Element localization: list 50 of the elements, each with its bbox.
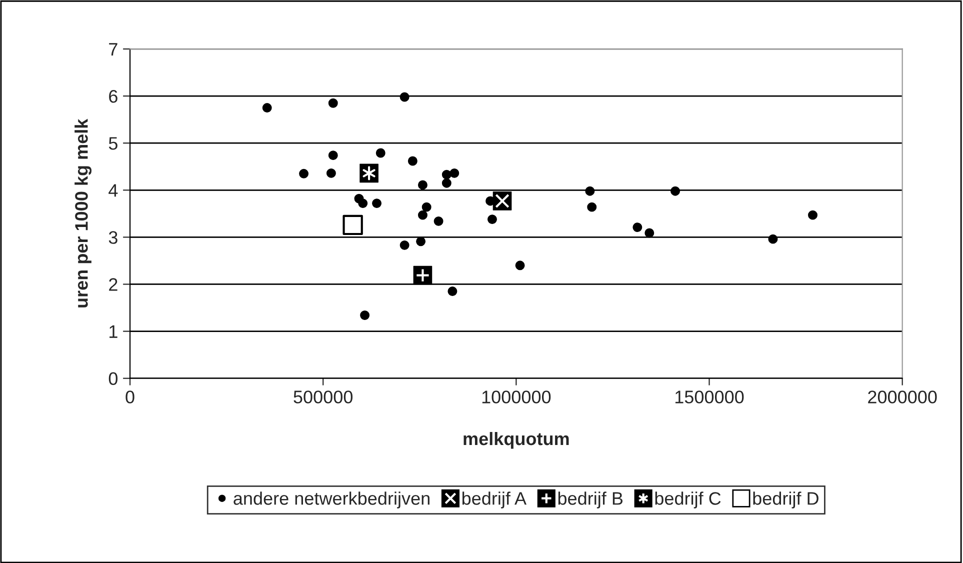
y-tick-label: 7 <box>109 43 118 56</box>
point <box>515 260 525 270</box>
point <box>408 156 418 166</box>
point <box>585 186 595 196</box>
x-tick-label: 1000000 <box>482 390 551 404</box>
point <box>670 186 680 196</box>
point <box>400 240 410 250</box>
x-tick-label: 2000000 <box>868 390 937 404</box>
y-tick-label: 0 <box>108 372 118 386</box>
legend-label: bedrijf D <box>753 492 818 508</box>
x-tick-label: 500000 <box>294 390 353 404</box>
y-tick-label: 3 <box>108 231 118 244</box>
y-tick-label: 1 <box>110 325 118 338</box>
point <box>360 310 370 320</box>
point <box>418 210 428 220</box>
legend-label: andere netwerkbedrijven <box>234 492 430 508</box>
point <box>632 222 642 232</box>
point <box>587 202 597 212</box>
point <box>358 198 368 208</box>
point <box>262 103 272 113</box>
x-axis-title: melkquotum <box>464 432 569 449</box>
point <box>328 150 338 160</box>
point <box>448 286 458 296</box>
y-tick-label: 4 <box>108 184 118 197</box>
point <box>372 198 382 208</box>
y-tick-label: 6 <box>109 90 118 103</box>
point <box>450 168 460 178</box>
point <box>376 148 386 158</box>
point <box>434 216 444 226</box>
x-tick-label: 1500000 <box>675 390 744 404</box>
y-tick-label: 5 <box>108 137 118 150</box>
y-axis-title: uren per 1000 kg melk <box>74 118 92 308</box>
point <box>416 236 426 246</box>
legend-label: bedrijf B <box>558 492 623 508</box>
point <box>400 92 410 102</box>
legend-label: bedrijf C <box>655 492 721 508</box>
point <box>418 180 428 190</box>
y-tick-label: 2 <box>109 278 118 291</box>
point <box>328 98 338 108</box>
point <box>342 214 363 236</box>
point <box>326 168 336 178</box>
point <box>442 178 452 188</box>
legend-label: bedrijf A <box>462 492 527 508</box>
x-tick-label: 0 <box>126 390 134 404</box>
point <box>768 234 778 244</box>
point <box>299 168 309 178</box>
point <box>808 210 818 220</box>
point <box>644 228 654 238</box>
point <box>422 202 432 212</box>
point <box>487 214 497 224</box>
